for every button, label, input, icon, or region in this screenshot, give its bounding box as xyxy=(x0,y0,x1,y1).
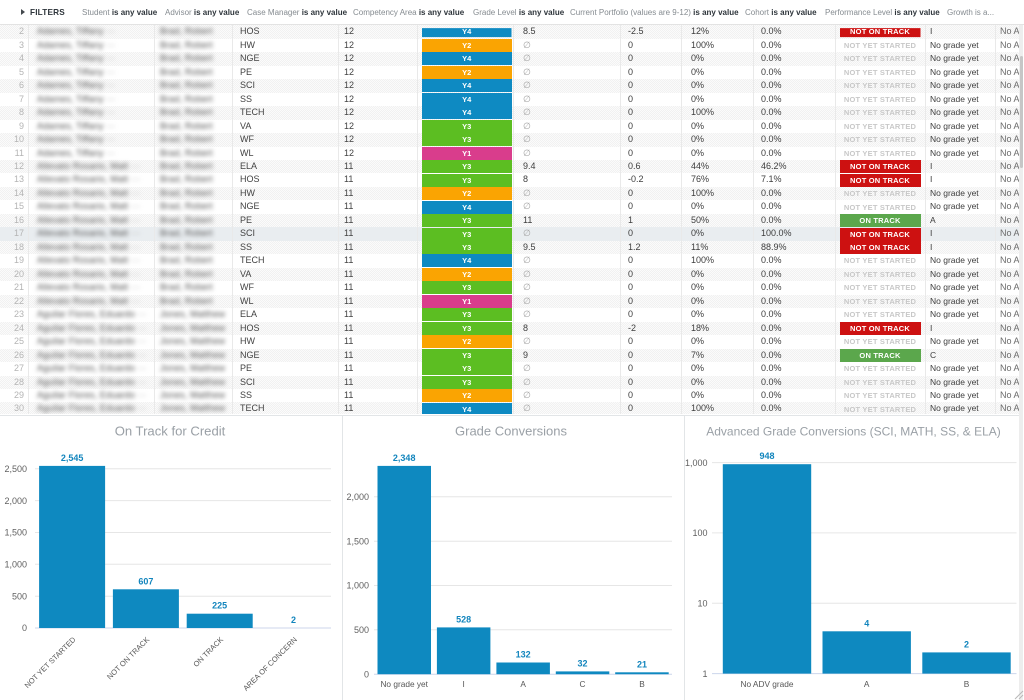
svg-text:225: 225 xyxy=(212,601,227,611)
svg-text:1: 1 xyxy=(702,669,707,679)
svg-text:A: A xyxy=(864,679,870,689)
svg-text:528: 528 xyxy=(456,614,471,624)
svg-text:NOT YET STARTED: NOT YET STARTED xyxy=(23,635,78,690)
svg-text:AREA OF CONCERN: AREA OF CONCERN xyxy=(241,635,299,693)
svg-text:On Track for Credit: On Track for Credit xyxy=(115,424,226,439)
svg-text:2,348: 2,348 xyxy=(393,453,416,463)
svg-text:21: 21 xyxy=(637,659,647,669)
svg-text:2,000: 2,000 xyxy=(4,496,27,506)
svg-text:NOT ON TRACK: NOT ON TRACK xyxy=(105,635,151,681)
svg-text:10: 10 xyxy=(697,599,707,609)
svg-text:No grade yet: No grade yet xyxy=(380,679,428,689)
svg-text:2: 2 xyxy=(291,615,296,625)
svg-text:607: 607 xyxy=(138,576,153,586)
svg-text:4: 4 xyxy=(864,618,869,628)
svg-text:2,500: 2,500 xyxy=(4,464,27,474)
svg-text:1,000: 1,000 xyxy=(4,560,27,570)
svg-text:132: 132 xyxy=(516,650,531,660)
svg-text:500: 500 xyxy=(12,591,27,601)
svg-text:1,000: 1,000 xyxy=(346,581,369,591)
svg-text:0: 0 xyxy=(22,623,27,633)
svg-text:No ADV grade: No ADV grade xyxy=(740,679,793,689)
svg-text:2: 2 xyxy=(964,639,969,649)
svg-text:948: 948 xyxy=(759,451,774,461)
svg-text:2,000: 2,000 xyxy=(346,492,369,502)
svg-text:A: A xyxy=(520,679,526,689)
svg-text:1,500: 1,500 xyxy=(346,536,369,546)
svg-text:ON TRACK: ON TRACK xyxy=(191,635,225,669)
svg-text:100: 100 xyxy=(692,528,707,538)
svg-text:1,500: 1,500 xyxy=(4,528,27,538)
svg-text:C: C xyxy=(580,679,586,689)
svg-text:B: B xyxy=(964,679,970,689)
svg-text:32: 32 xyxy=(577,658,587,668)
svg-text:B: B xyxy=(639,679,645,689)
svg-text:I: I xyxy=(462,679,464,689)
svg-text:500: 500 xyxy=(354,625,369,635)
svg-text:0: 0 xyxy=(364,669,369,679)
svg-text:1,000: 1,000 xyxy=(685,458,708,468)
svg-text:Advanced Grade Conversions (SC: Advanced Grade Conversions (SCI, MATH, S… xyxy=(706,425,1001,439)
svg-text:2,545: 2,545 xyxy=(61,453,84,463)
svg-text:Grade Conversions: Grade Conversions xyxy=(455,424,567,439)
